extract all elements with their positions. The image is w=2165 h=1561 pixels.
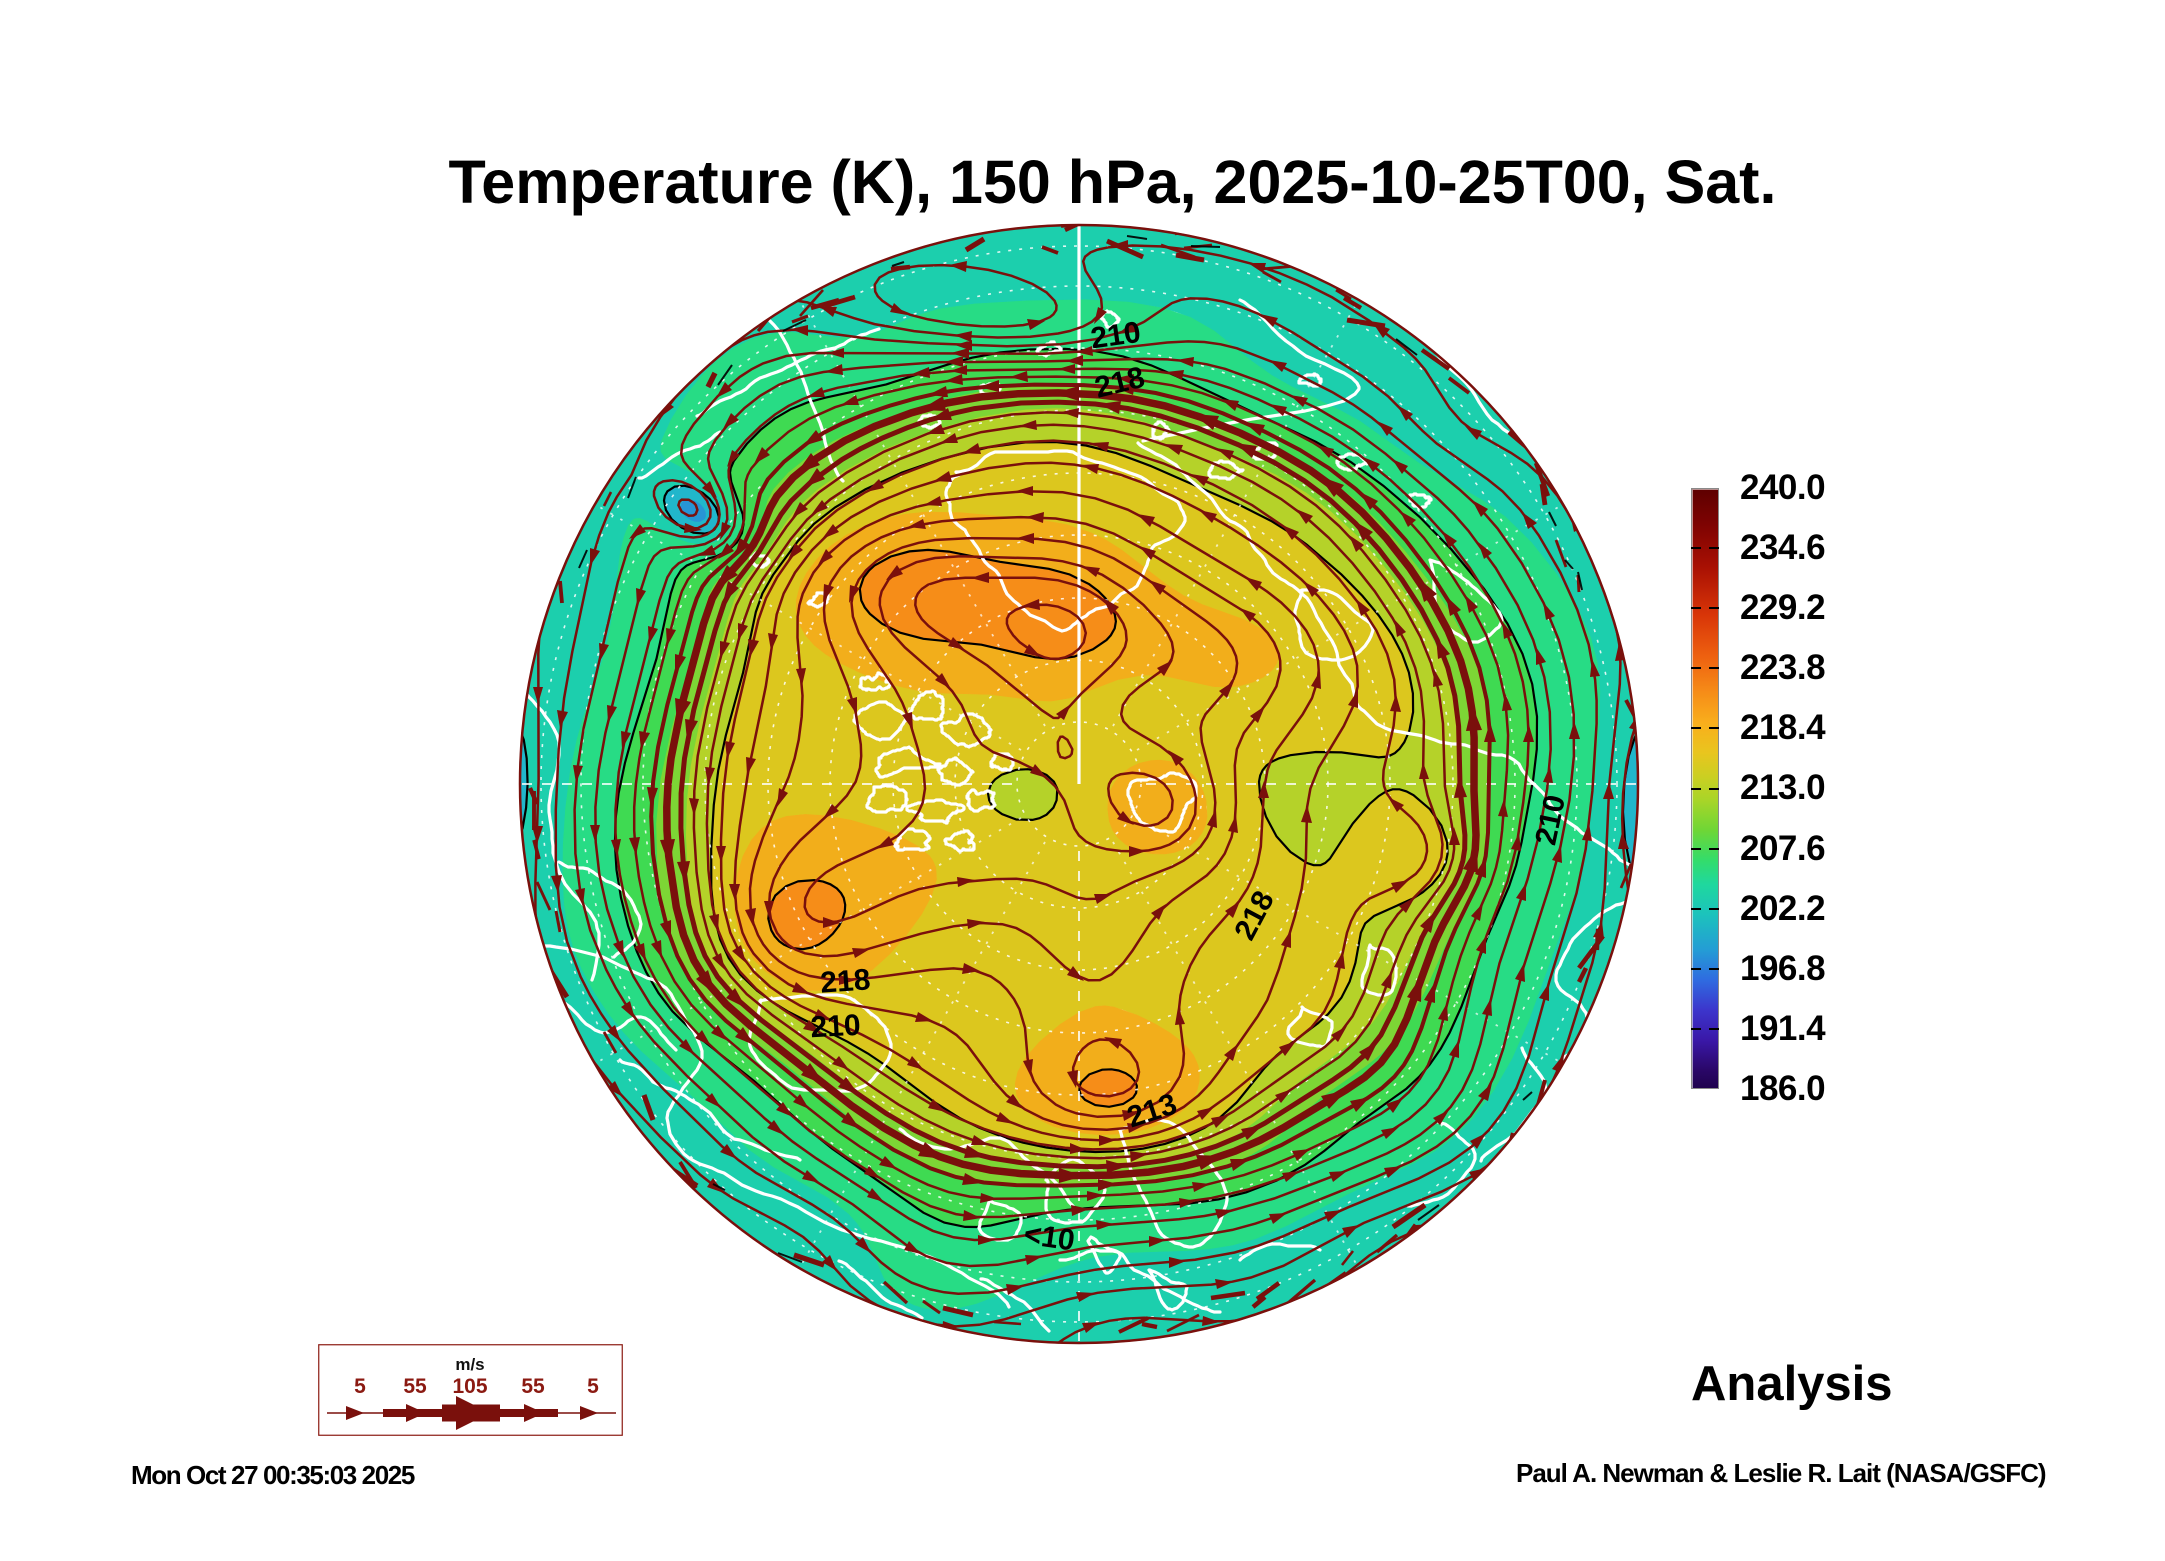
svg-text:55: 55 — [521, 1375, 545, 1398]
svg-text:210: 210 — [810, 1009, 862, 1045]
svg-text:218: 218 — [819, 963, 871, 999]
svg-text:55: 55 — [403, 1375, 427, 1398]
svg-text:5: 5 — [587, 1375, 599, 1398]
svg-text:<10: <10 — [1022, 1218, 1077, 1258]
svg-text:5: 5 — [354, 1375, 366, 1398]
svg-text:210: 210 — [1089, 316, 1143, 356]
svg-text:m/s: m/s — [455, 1355, 484, 1374]
svg-text:105: 105 — [452, 1375, 487, 1398]
